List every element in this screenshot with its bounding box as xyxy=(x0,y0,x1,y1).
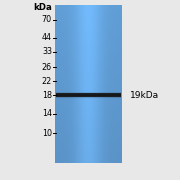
Text: 44: 44 xyxy=(42,33,52,42)
Text: 18: 18 xyxy=(42,91,52,100)
Bar xyxy=(56,96,121,97)
Bar xyxy=(56,92,121,93)
Text: kDa: kDa xyxy=(33,3,52,12)
Bar xyxy=(56,95,121,96)
Bar xyxy=(56,93,121,97)
Bar xyxy=(56,97,121,98)
Text: 70: 70 xyxy=(42,15,52,24)
Text: 26: 26 xyxy=(42,62,52,71)
Text: 33: 33 xyxy=(42,48,52,57)
Bar xyxy=(56,94,121,95)
Text: 10: 10 xyxy=(42,129,52,138)
Text: 22: 22 xyxy=(42,76,52,86)
Text: 14: 14 xyxy=(42,109,52,118)
Text: 19kDa: 19kDa xyxy=(130,91,159,100)
Bar xyxy=(56,93,121,94)
